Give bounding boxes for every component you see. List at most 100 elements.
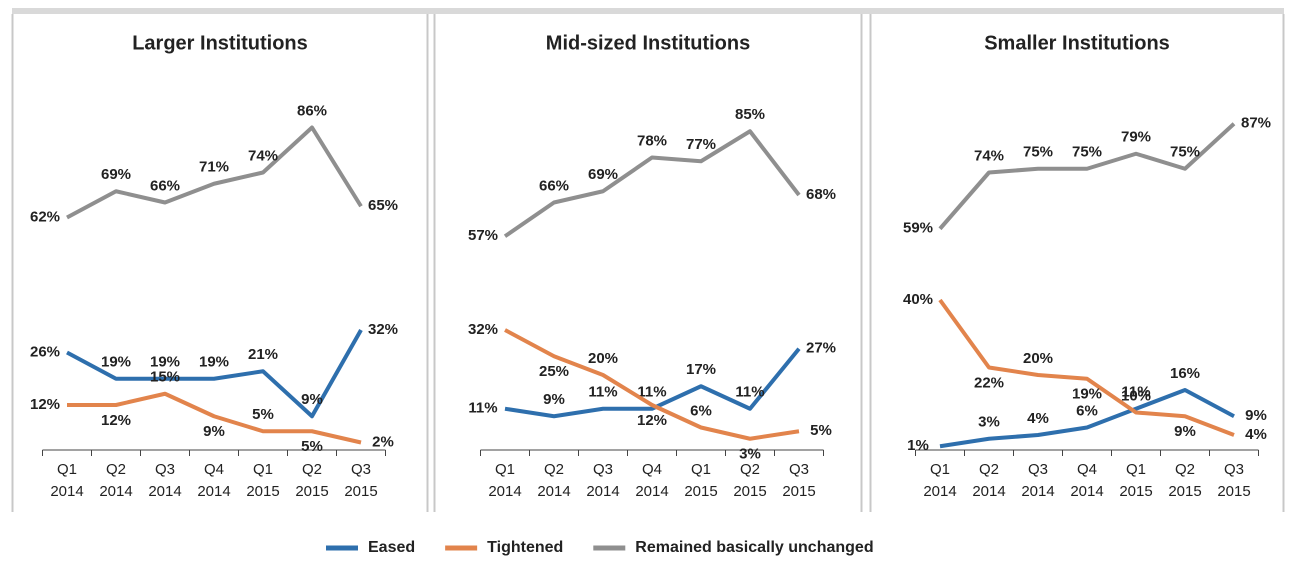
data-label: 5% bbox=[301, 438, 323, 455]
line-series bbox=[66, 329, 363, 419]
data-label: 75% bbox=[1170, 144, 1200, 161]
data-label: 74% bbox=[974, 147, 1004, 164]
data-label: 27% bbox=[806, 340, 836, 357]
data-label: 11% bbox=[735, 384, 764, 401]
data-label: 11% bbox=[1121, 384, 1150, 401]
data-label: 12% bbox=[637, 412, 667, 429]
x-tick-label: Q2 2014 bbox=[99, 461, 132, 500]
line-series bbox=[504, 328, 800, 441]
data-label: 71% bbox=[199, 159, 229, 176]
data-label: 10% bbox=[1121, 387, 1151, 404]
data-label: 19% bbox=[101, 354, 131, 371]
x-tick-label: Q1 2014 bbox=[50, 461, 83, 500]
chart-title: Mid-sized Institutions bbox=[546, 32, 750, 54]
x-tick-label: Q2 2014 bbox=[972, 461, 1005, 500]
x-tick-label: Q2 2015 bbox=[733, 461, 766, 500]
data-label: 3% bbox=[739, 446, 761, 463]
x-tick-label: Q1 2014 bbox=[923, 461, 956, 500]
data-label: 68% bbox=[806, 186, 836, 203]
data-label: 5% bbox=[810, 422, 832, 439]
data-label: 11% bbox=[588, 384, 617, 401]
line-series bbox=[939, 388, 1235, 449]
line-series bbox=[504, 347, 801, 419]
data-label: 12% bbox=[30, 396, 60, 413]
x-tick-label: Q1 2015 bbox=[1119, 461, 1152, 500]
data-label: 11% bbox=[468, 400, 497, 417]
x-tick-label: Q3 2014 bbox=[1021, 461, 1054, 500]
data-label: 3% bbox=[978, 414, 1000, 431]
x-tick-label: Q1 2015 bbox=[246, 461, 279, 500]
data-label: 65% bbox=[368, 197, 398, 214]
data-label: 25% bbox=[539, 363, 569, 380]
data-label: 85% bbox=[735, 106, 765, 123]
x-tick-label: Q1 2014 bbox=[488, 461, 521, 500]
data-label: 69% bbox=[588, 166, 618, 183]
line-series bbox=[66, 125, 363, 220]
x-tick-label: Q2 2015 bbox=[295, 461, 328, 500]
data-label: 9% bbox=[1245, 407, 1267, 424]
data-label: 19% bbox=[150, 354, 180, 371]
data-label: 9% bbox=[543, 391, 565, 408]
data-label: 12% bbox=[101, 412, 131, 429]
data-label: 4% bbox=[1027, 410, 1049, 427]
data-label: 2% bbox=[372, 433, 394, 450]
data-label: 66% bbox=[150, 177, 180, 194]
data-label: 26% bbox=[30, 343, 60, 360]
x-tick-label: Q3 2015 bbox=[1217, 461, 1250, 500]
data-label: 40% bbox=[903, 291, 933, 308]
data-label: 6% bbox=[690, 402, 712, 419]
x-tick-label: Q2 2014 bbox=[537, 461, 570, 500]
x-tick-label: Q3 2015 bbox=[782, 461, 815, 500]
top-bar bbox=[12, 8, 1284, 14]
data-label: 6% bbox=[1076, 402, 1098, 419]
data-label: 11% bbox=[637, 384, 666, 401]
x-tick-label: Q3 2014 bbox=[148, 461, 181, 500]
data-label: 9% bbox=[1174, 423, 1196, 440]
data-label: 32% bbox=[368, 321, 398, 338]
legend-label: Tightened bbox=[487, 539, 563, 556]
data-label: 69% bbox=[101, 166, 131, 183]
data-label: 59% bbox=[903, 220, 933, 237]
line-series bbox=[938, 122, 1236, 231]
legend-label: Eased bbox=[368, 539, 415, 556]
data-label: 79% bbox=[1121, 129, 1151, 146]
chart-title: Larger Institutions bbox=[132, 32, 308, 54]
x-tick-label: Q4 2014 bbox=[197, 461, 230, 500]
data-label: 9% bbox=[301, 391, 323, 408]
data-label: 1% bbox=[907, 437, 929, 454]
data-label: 86% bbox=[297, 102, 327, 119]
line-series bbox=[67, 391, 362, 445]
x-tick-label: Q3 2014 bbox=[586, 461, 619, 500]
data-label: 19% bbox=[1072, 386, 1102, 403]
data-label: 9% bbox=[203, 423, 225, 440]
x-tick-label: Q4 2014 bbox=[1070, 461, 1103, 500]
line-series bbox=[503, 129, 801, 238]
data-label: 32% bbox=[468, 321, 498, 338]
data-label: 77% bbox=[686, 136, 716, 153]
data-label: 75% bbox=[1072, 144, 1102, 161]
data-label: 21% bbox=[248, 346, 278, 363]
legend-label: Remained basically unchanged bbox=[635, 539, 873, 556]
data-label: 75% bbox=[1023, 144, 1053, 161]
data-label: 62% bbox=[30, 208, 60, 225]
data-label: 57% bbox=[468, 227, 498, 244]
data-label: 20% bbox=[1023, 350, 1053, 367]
data-label: 4% bbox=[1245, 426, 1267, 443]
x-tick-label: Q4 2014 bbox=[635, 461, 668, 500]
data-label: 15% bbox=[150, 369, 180, 386]
data-label: 5% bbox=[252, 406, 274, 423]
x-tick-label: Q2 2015 bbox=[1168, 461, 1201, 500]
data-label: 17% bbox=[686, 361, 716, 378]
data-label: 19% bbox=[199, 354, 229, 371]
data-label: 74% bbox=[248, 147, 278, 164]
data-label: 66% bbox=[539, 177, 569, 194]
data-label: 20% bbox=[588, 350, 618, 367]
data-label: 87% bbox=[1241, 115, 1271, 132]
line-series bbox=[938, 298, 1235, 437]
data-label: 16% bbox=[1170, 365, 1200, 382]
x-tick-label: Q3 2015 bbox=[344, 461, 377, 500]
data-label: 78% bbox=[637, 132, 667, 149]
chart-title: Smaller Institutions bbox=[984, 32, 1170, 54]
data-label: 22% bbox=[974, 374, 1004, 391]
